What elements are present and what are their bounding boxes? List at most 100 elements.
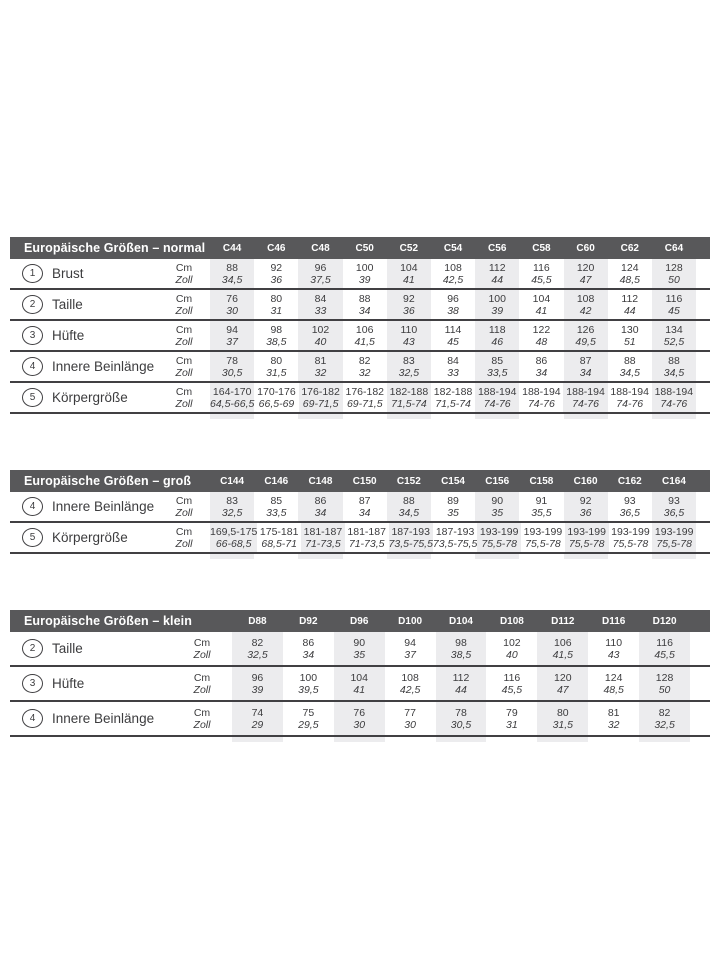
row-number-badge: 5 <box>22 388 43 407</box>
column-header: C162 <box>617 475 642 487</box>
cm-value: 114 <box>444 323 462 336</box>
unit-zoll-label: Zoll <box>175 335 193 348</box>
table-row: 4 Innere Beinlänge Cm Zoll 78 30,5 80 31,5 81 32 8… <box>10 352 710 383</box>
cm-value: 83 <box>226 494 238 507</box>
row-label-cell: 4 Innere Beinlänge <box>10 352 158 381</box>
shaded-column-overhang <box>10 414 710 419</box>
column-header: D108 <box>499 615 524 627</box>
zoll-value: 40 <box>506 648 518 661</box>
unit-cell: Cm Zoll <box>172 702 232 735</box>
cm-value: 86 <box>314 494 327 507</box>
column-header: C50 <box>355 242 374 254</box>
cm-value: 106 <box>554 636 572 649</box>
zoll-value: 32 <box>358 366 371 379</box>
cm-value: 187-193 <box>435 525 475 538</box>
value-cell: 80 31 <box>254 290 298 319</box>
overhang-spacer <box>10 737 232 742</box>
overhang-cell <box>343 414 387 419</box>
zoll-value: 34 <box>358 506 371 519</box>
value-cell: 86 34 <box>519 352 563 381</box>
value-cell: 130 51 <box>608 321 652 350</box>
row-label: Hüfte <box>52 676 85 691</box>
overhang-cell <box>563 414 608 419</box>
zoll-value: 71-73,5 <box>305 537 341 550</box>
unit-zoll-label: Zoll <box>175 273 193 286</box>
zoll-value: 39,5 <box>298 683 319 696</box>
zoll-value: 30 <box>404 718 416 731</box>
zoll-value: 36 <box>403 304 415 317</box>
cm-value: 88 <box>403 494 415 507</box>
table-header-bar: Europäische Größen – groß C144 C146 C148 C15… <box>10 470 710 492</box>
cm-value: 78 <box>455 706 467 719</box>
cm-value: 193-199 <box>611 525 650 538</box>
zoll-value: 34 <box>302 648 315 661</box>
cm-value: 182-188 <box>389 385 429 398</box>
cm-value: 102 <box>311 323 330 336</box>
table-header-bar: Europäische Größen – normal C44 C46 C48 C50 C… <box>10 237 710 259</box>
table-row: 3 Hüfte Cm Zoll 96 39 100 39,5 104 41 108 42,5 112 44… <box>10 667 710 702</box>
zoll-value: 33,5 <box>487 366 508 379</box>
value-cell: 83 32,5 <box>386 352 431 381</box>
value-cell: 116 45,5 <box>486 667 537 700</box>
cm-value: 188-194 <box>654 385 694 398</box>
cm-value: 94 <box>404 636 416 649</box>
cm-value: 112 <box>621 292 639 305</box>
overhang-cell <box>588 737 639 742</box>
cm-value: 93 <box>623 494 636 507</box>
zoll-value: 71,5-74 <box>391 397 427 410</box>
zoll-value: 49,5 <box>575 335 596 348</box>
value-cell: 79 31 <box>486 702 537 735</box>
unit-cm-label: Cm <box>193 671 211 684</box>
unit-cell: Cm Zoll <box>158 383 210 412</box>
zoll-value: 75,5-78 <box>568 537 605 550</box>
cm-value: 122 <box>532 323 551 336</box>
table-row: 4 Innere Beinlänge Cm Zoll 74 29 75 29,5 76 30 77 3… <box>10 702 710 737</box>
value-cell: 86 34 <box>283 632 334 665</box>
column-header: C64 <box>664 242 684 254</box>
value-cell: 96 37,5 <box>298 259 343 288</box>
value-cell: 188-194 74-76 <box>651 383 696 412</box>
value-cell: 164-170 64,5-66,5 <box>210 383 255 412</box>
column-header: D120 <box>652 615 677 627</box>
row-label: Taille <box>52 297 83 312</box>
zoll-value: 34,5 <box>398 506 420 519</box>
cm-value: 80 <box>270 292 283 305</box>
row-label: Innere Beinlänge <box>52 711 155 726</box>
overhang-cell <box>435 737 487 742</box>
zoll-value: 30 <box>226 304 238 317</box>
overhang-cell <box>519 554 563 559</box>
column-header: D100 <box>398 615 423 627</box>
cm-value: 82 <box>358 354 371 367</box>
unit-cm-label: Cm <box>175 525 193 538</box>
value-cell: 96 39 <box>232 667 283 700</box>
value-cell: 92 36 <box>386 290 431 319</box>
cm-value: 96 <box>314 261 327 274</box>
cm-value: 100 <box>355 261 374 274</box>
cm-value: 84 <box>447 354 459 367</box>
cm-value: 124 <box>621 261 639 274</box>
value-cell: 88 34,5 <box>651 352 697 381</box>
zoll-value: 74-76 <box>660 397 688 410</box>
value-cell: 182-188 71,5-74 <box>386 383 431 412</box>
zoll-value: 31 <box>270 304 283 317</box>
zoll-value: 34 <box>358 304 371 317</box>
overhang-cell <box>563 554 608 559</box>
cm-value: 108 <box>444 261 462 274</box>
value-cell: 114 45 <box>431 321 475 350</box>
unit-cm-label: Cm <box>193 706 211 719</box>
value-cell: 104 41 <box>386 259 431 288</box>
value-cell: 81 32 <box>588 702 639 735</box>
zoll-value: 44 <box>623 304 636 317</box>
cm-value: 193-199 <box>567 525 606 538</box>
value-cell: 104 41 <box>333 667 385 700</box>
unit-cell: Cm Zoll <box>158 321 210 350</box>
zoll-value: 36 <box>270 273 283 286</box>
value-cell: 193-199 75,5-78 <box>609 523 653 552</box>
value-cell: 80 31,5 <box>537 702 589 735</box>
cm-value: 187-193 <box>391 525 430 538</box>
cm-value: 188-194 <box>522 385 561 398</box>
value-cell: 128 50 <box>651 259 697 288</box>
zoll-value: 32,5 <box>654 718 675 731</box>
row-label: Innere Beinlänge <box>52 499 155 514</box>
row-label: Körpergröße <box>52 390 128 405</box>
